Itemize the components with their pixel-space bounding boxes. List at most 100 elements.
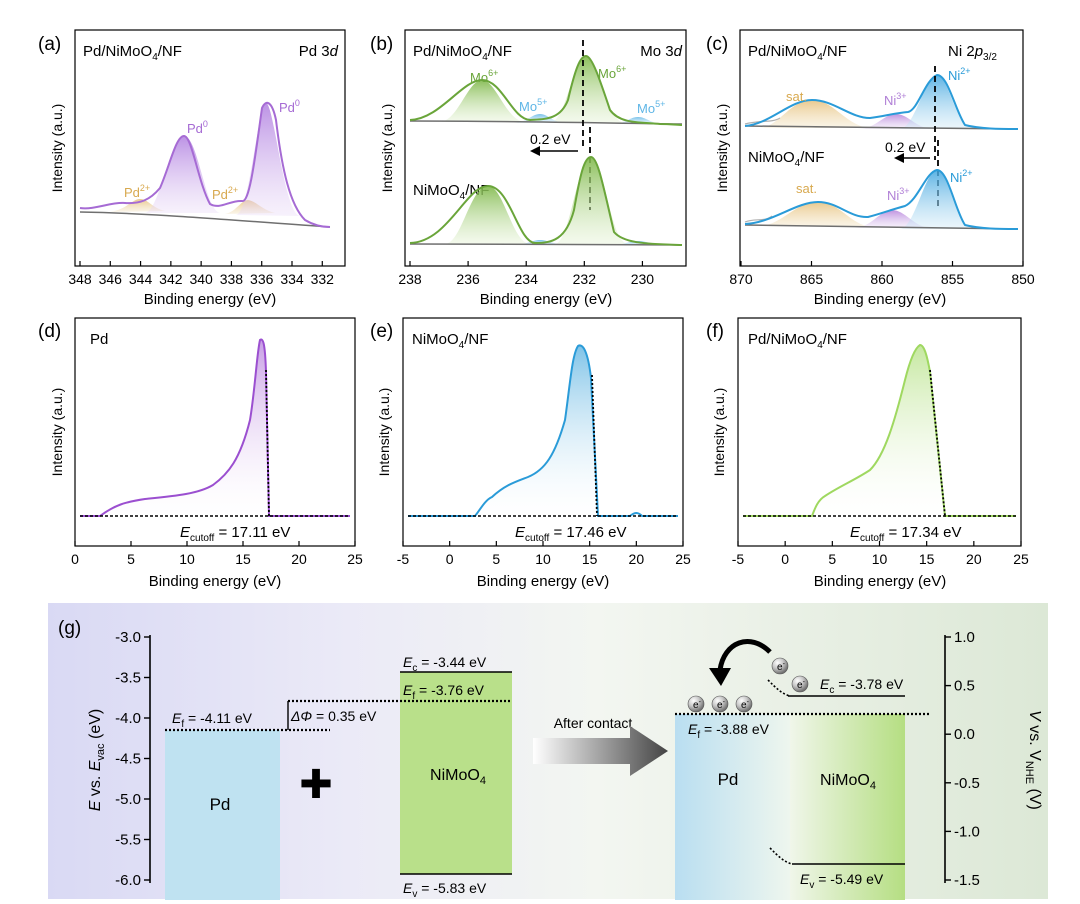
x-tick-label: 20 — [629, 551, 645, 567]
after-contact-arrow — [533, 726, 668, 776]
svg-text:e-: e- — [777, 661, 786, 673]
svg-text:e-: e- — [717, 699, 726, 711]
x-tick-label: 15 — [919, 551, 935, 567]
electron-transfer-arrowhead — [709, 668, 731, 686]
axis-tick-label: -3.5 — [115, 670, 141, 687]
x-label-f: Binding energy (eV) — [814, 573, 947, 590]
panel-b-region: Mo 3d — [640, 43, 682, 60]
peak-label-ni2-c1: Ni2+ — [948, 66, 971, 83]
cutoff-fill-f — [812, 345, 945, 516]
x-tick-label: 336 — [250, 271, 274, 287]
panel-a-pd3d: (a) Pd/NiMoO4/NF Pd 3d Pd0 Pd0 Pd2+ Pd2+… — [38, 29, 346, 308]
x-tick-label: 344 — [129, 271, 153, 287]
envelope-c-top — [744, 73, 1019, 130]
panel-a-frame — [74, 29, 346, 267]
x-tick-label: 5 — [828, 551, 836, 567]
x-tick-label: 10 — [179, 551, 195, 567]
x-label-a: Binding energy (eV) — [144, 291, 277, 308]
x-axis-a: 348 346 344 342 340 338 336 334 332 — [68, 261, 334, 287]
panel-f-label: (f) — [706, 321, 724, 342]
panel-f-pdnimoo4-ups: (f) Pd/NiMoO4/NF Ecutoff = 17.34 eV -5 0 5… — [706, 317, 1029, 590]
left-axis-ticks: -3.0 -3.5 -4.0 -4.5 -5.0 -5.5 -6.0 — [115, 629, 150, 889]
svg-text:e-: e- — [693, 699, 702, 711]
axis-tick-label: 0.0 — [954, 726, 975, 743]
pd0-peak-a1 — [145, 136, 220, 213]
after-pd-label: Pd — [718, 770, 739, 789]
right-axis-ticks: 1.0 0.5 0.0 -0.5 -1.0 -1.5 — [945, 629, 980, 889]
x-tick-label: -5 — [732, 551, 745, 567]
x-label-e: Binding energy (eV) — [477, 573, 610, 590]
x-tick-label: 15 — [582, 551, 598, 567]
peak-label-mo5-b2: Mo5+ — [637, 99, 665, 116]
shift-arrowhead-c — [894, 153, 904, 163]
sat-peak-c1 — [760, 100, 870, 128]
x-label-d: Binding energy (eV) — [149, 573, 282, 590]
axis-tick-label: -4.5 — [115, 751, 141, 768]
after-contact-label: After contact — [554, 715, 633, 731]
x-tick-label: -5 — [397, 551, 410, 567]
panel-c-frame — [739, 29, 1024, 267]
x-tick-label: 865 — [800, 271, 824, 287]
peak-label-pd0-a1: Pd0 — [187, 119, 208, 136]
x-tick-label: 25 — [675, 551, 691, 567]
pd-block-label: Pd — [210, 795, 231, 814]
panel-g-label: (g) — [58, 618, 81, 639]
panel-a-sample: Pd/NiMoO4/NF — [83, 43, 182, 63]
cutoff-label-e: Ecutoff = 17.46 eV — [515, 524, 626, 544]
axis-tick-label: -1.0 — [954, 823, 980, 840]
cutoff-fill-e — [475, 345, 598, 516]
x-tick-label: 5 — [492, 551, 500, 567]
axis-tick-label: -4.0 — [115, 710, 141, 727]
svg-text:e-: e- — [741, 699, 750, 711]
baseline-a — [79, 211, 331, 228]
pd0-peak-a2 — [236, 103, 300, 216]
x-tick-label: 10 — [535, 551, 551, 567]
after-ev-bend — [769, 847, 793, 865]
x-axis-f: -5 0 5 10 15 20 25 — [732, 541, 1029, 567]
axis-tick-label: -1.5 — [954, 872, 980, 889]
x-tick-label: 0 — [781, 551, 789, 567]
mo5-peak-b2 — [615, 117, 662, 124]
nimoo4-ec-label: Ec = -3.44 eV — [403, 654, 487, 674]
peak-label-pd2-a2: Pd2+ — [212, 185, 238, 202]
x-axis-c: 870 865 860 855 850 — [729, 261, 1035, 287]
spectrum-f — [743, 343, 1016, 517]
y-label-b: Intensity (a.u.) — [379, 104, 395, 193]
panel-g-band-diagram: (g) -3.0 -3.5 -4.0 -4.5 -5.0 -5.5 -6.0 E vs. E… — [48, 603, 1048, 900]
panel-e-nimoo4-ups: (e) NiMoO4/NF Ecutoff = 17.46 eV -5 0 5 10 1… — [370, 317, 691, 590]
panel-e-label: (e) — [370, 321, 393, 342]
nimoo4-block-label: NiMoO4 — [430, 767, 486, 787]
panel-d-label: (d) — [38, 321, 61, 342]
envelope-b-bottom — [409, 155, 683, 246]
panel-d-sample: Pd — [90, 331, 108, 348]
x-tick-label: 10 — [872, 551, 888, 567]
x-tick-label: 0 — [446, 551, 454, 567]
x-tick-label: 232 — [573, 271, 597, 287]
shift-label-b: 0.2 eV — [530, 131, 571, 147]
x-axis-b: 238 236 234 232 230 — [398, 261, 654, 287]
x-tick-label: 870 — [729, 271, 753, 287]
envelope-a — [79, 101, 331, 228]
x-tick-label: 25 — [1013, 551, 1029, 567]
x-tick-label: 20 — [291, 551, 307, 567]
panel-b-label: (b) — [370, 34, 393, 55]
ni2-peak-c1 — [900, 75, 975, 129]
electron-ball: e- — [711, 695, 729, 713]
x-axis-e: -5 0 5 10 15 20 25 — [397, 541, 691, 567]
svg-text:e-: e- — [797, 679, 806, 691]
after-ef-label: Ef = -3.88 eV — [688, 721, 770, 741]
panel-d-pd-ups: (d) Pd Ecutoff = 17.11 eV 0 5 10 15 20 25 Bin… — [38, 317, 363, 590]
x-tick-label: 855 — [941, 271, 965, 287]
shift-arrowhead-b — [530, 146, 540, 156]
electron-ball: e- — [735, 695, 753, 713]
panel-c-region: Ni 2p3/2 — [948, 43, 997, 63]
panel-e-sample: NiMoO4/NF — [412, 331, 488, 351]
cutoff-fit-e — [591, 374, 598, 517]
peak-label-ni2-c2: Ni2+ — [950, 168, 973, 185]
x-label-b: Binding energy (eV) — [480, 291, 613, 308]
x-tick-label: 25 — [347, 551, 363, 567]
after-ev-label: Ev = -5.49 eV — [800, 871, 884, 891]
envelope-c-bottom — [744, 168, 1019, 230]
x-tick-label: 340 — [189, 271, 213, 287]
